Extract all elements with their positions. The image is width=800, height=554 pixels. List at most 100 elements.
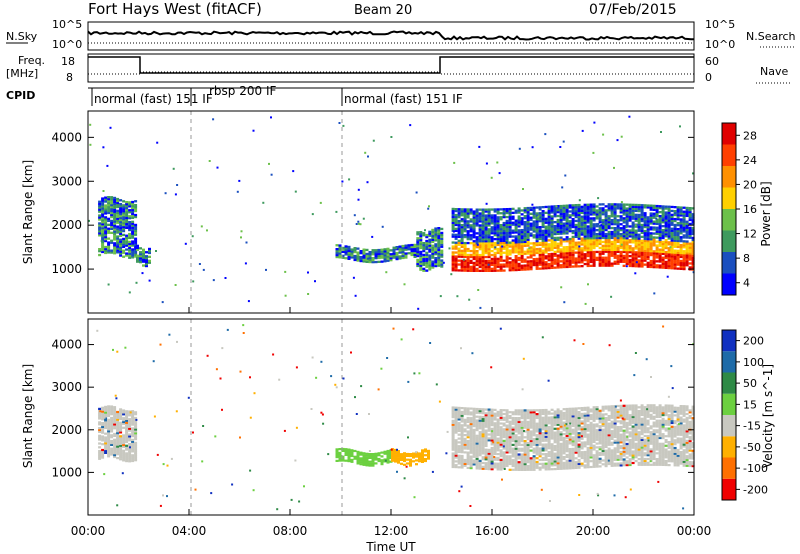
data-cell [499, 224, 503, 227]
data-cell [535, 220, 539, 223]
data-cell [104, 424, 108, 428]
data-cell [559, 427, 563, 430]
data-cell [472, 234, 476, 237]
data-cell [529, 468, 533, 471]
data-cell [583, 445, 587, 448]
data-cell [502, 216, 506, 219]
data-cell [658, 264, 662, 267]
data-cell [134, 255, 138, 258]
data-cell [514, 424, 518, 427]
data-cell [583, 460, 587, 463]
data-cell [451, 227, 455, 230]
data-cell [631, 215, 635, 218]
data-cell [496, 210, 500, 213]
data-cell [110, 209, 114, 213]
data-cell [493, 462, 497, 465]
data-cell [460, 233, 464, 237]
data-cell [571, 218, 575, 221]
data-cell [434, 233, 438, 236]
data-cell [110, 420, 114, 423]
data-cell [475, 434, 479, 437]
data-cell [490, 468, 494, 471]
data-cell [535, 426, 539, 429]
data-cell [667, 264, 671, 268]
data-cell [607, 254, 611, 257]
data-cell [550, 447, 554, 450]
data-cell [547, 412, 551, 415]
data-cell [682, 206, 686, 209]
data-cell [98, 417, 102, 420]
data-cell [403, 454, 406, 457]
data-cell [577, 445, 581, 448]
data-cell [116, 410, 120, 414]
data-cell [583, 418, 587, 421]
data-cell [610, 234, 614, 238]
data-cell [649, 212, 653, 215]
data-cell [574, 229, 578, 232]
data-cell [496, 234, 500, 237]
data-cell [481, 442, 485, 445]
data-cell [643, 247, 647, 250]
data-cell [580, 221, 584, 224]
data-cell [637, 253, 641, 256]
data-cell [119, 412, 123, 415]
data-cell [493, 222, 497, 225]
data-cell [359, 461, 363, 464]
data-cell [125, 410, 129, 413]
data-cell [421, 458, 424, 462]
data-cell [529, 248, 533, 251]
data-cell [457, 450, 461, 454]
colorbar-swatch [722, 273, 736, 295]
data-cell [401, 246, 405, 250]
data-cell [601, 262, 605, 265]
data-cell [553, 462, 557, 465]
data-cell [640, 210, 644, 213]
data-cell [619, 219, 623, 222]
data-cell [505, 249, 509, 252]
data-cell [110, 407, 114, 410]
data-cell [529, 432, 533, 435]
data-cell [119, 448, 123, 451]
data-cell [374, 253, 378, 256]
data-cell [580, 215, 584, 218]
data-cell [493, 253, 497, 257]
data-cell [565, 220, 569, 223]
data-cell [547, 447, 551, 450]
data-cell [550, 264, 554, 267]
data-cell [559, 256, 563, 259]
data-cell [502, 443, 506, 446]
data-cell [532, 430, 536, 433]
data-cell [616, 256, 620, 259]
data-cell [116, 430, 120, 433]
data-cell [113, 226, 117, 229]
data-cell [113, 234, 117, 237]
data-cell [155, 250, 157, 252]
data-cell [568, 430, 572, 433]
data-cell [136, 244, 139, 247]
data-cell [667, 263, 671, 266]
data-cell [658, 226, 662, 230]
data-cell [601, 405, 605, 408]
data-cell [478, 224, 482, 227]
data-cell [481, 417, 485, 420]
data-cell [538, 267, 542, 270]
data-cell [128, 228, 132, 232]
data-cell [565, 255, 569, 259]
data-cell [508, 441, 512, 444]
data-cell [116, 443, 120, 446]
data-cell [104, 413, 108, 416]
data-cell [128, 414, 132, 417]
data-cell [508, 225, 512, 228]
power-colorbar-swatches [722, 123, 736, 295]
data-cell [472, 242, 476, 245]
data-cell [419, 233, 423, 236]
data-cell [523, 420, 527, 423]
data-cell [368, 253, 372, 256]
data-cell [622, 239, 626, 242]
data-cell [451, 406, 455, 409]
data-cell [476, 243, 479, 246]
data-cell [646, 249, 650, 253]
data-cell [392, 252, 396, 255]
data-cell [454, 245, 458, 248]
data-cell [538, 233, 542, 237]
